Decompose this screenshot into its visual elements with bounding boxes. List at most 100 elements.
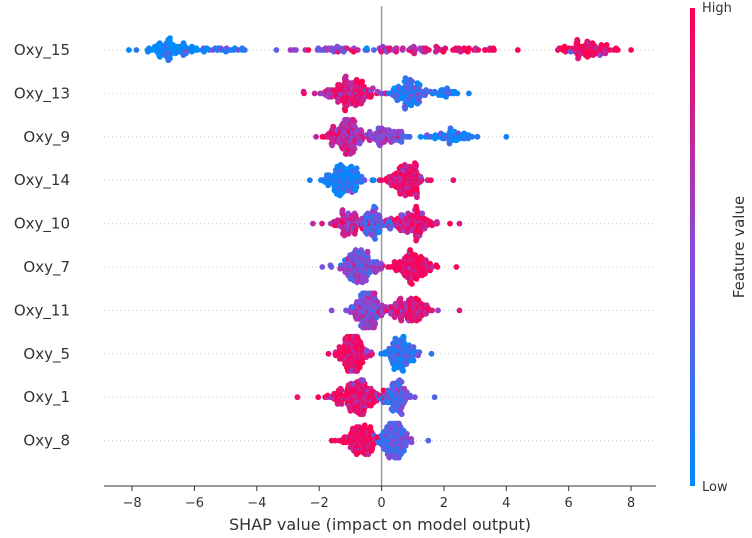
- shap-dot: [344, 116, 351, 123]
- shap-dot: [412, 394, 418, 401]
- shap-dot: [241, 47, 248, 53]
- shap-dot: [415, 352, 421, 359]
- shap-dot: [374, 314, 380, 321]
- colorbar-title: Feature value: [730, 196, 748, 298]
- colorbar-high-label: High: [702, 1, 732, 16]
- shap-dot: [180, 40, 187, 47]
- shap-dot: [396, 422, 403, 429]
- shap-dot: [603, 42, 610, 48]
- shap-dot: [401, 447, 407, 454]
- shap-dot: [328, 307, 335, 314]
- feature-label: Oxy_5: [23, 345, 70, 364]
- feature-label: Oxy_1: [23, 388, 70, 407]
- shap-dot: [423, 310, 429, 317]
- shap-dot: [352, 212, 359, 219]
- x-tick-label: −8: [122, 496, 141, 511]
- shap-dot: [597, 52, 603, 58]
- shap-dot: [435, 307, 441, 314]
- dots-layer: [125, 35, 634, 461]
- shap-dot: [327, 262, 334, 269]
- x-tick-label: −2: [310, 496, 329, 511]
- shap-dot: [353, 165, 360, 172]
- shap-dot: [394, 97, 401, 104]
- colorbar-gradient: [690, 8, 695, 486]
- shap-dot: [419, 210, 426, 217]
- shap-dot: [165, 57, 172, 64]
- shap-dot: [431, 394, 438, 401]
- shap-dot: [370, 85, 376, 92]
- x-axis: −8 −6 −4 −2 0 2 4 6 8: [104, 485, 656, 511]
- row-gridlines: [104, 49, 656, 442]
- shap-dot: [456, 307, 463, 314]
- shap-dot: [456, 220, 463, 227]
- shap-dot: [399, 212, 406, 219]
- colorbar: High Low Feature value: [690, 1, 748, 495]
- shap-dot: [433, 262, 440, 269]
- shap-dot: [400, 333, 407, 340]
- shap-dot: [412, 160, 418, 167]
- shap-dot: [358, 127, 364, 133]
- shap-dot: [319, 264, 326, 270]
- feature-label: Oxy_7: [23, 258, 70, 277]
- shap-dot: [475, 47, 482, 53]
- shap-dot: [306, 177, 313, 184]
- shap-dot: [354, 335, 361, 342]
- x-tick-label: −6: [185, 496, 204, 511]
- feature-label: Oxy_9: [23, 128, 70, 147]
- shap-dot: [371, 47, 377, 53]
- shap-dot: [360, 377, 366, 384]
- shap-dot: [404, 430, 410, 437]
- shap-dot: [313, 133, 319, 140]
- shap-dot: [398, 317, 405, 324]
- shap-dot: [408, 102, 415, 109]
- x-tick-label: 0: [377, 496, 385, 511]
- shap-dot: [413, 237, 419, 244]
- shap-dot: [348, 163, 355, 170]
- shap-dot: [432, 48, 439, 55]
- shap-dot: [311, 90, 318, 97]
- shap-dot: [330, 123, 337, 130]
- shap-dot: [371, 324, 377, 331]
- shap-dot: [376, 229, 383, 236]
- shap-dot: [350, 149, 356, 156]
- x-axis-title: SHAP value (impact on model output): [229, 515, 531, 534]
- shap-dot: [183, 48, 190, 55]
- shap-dot: [125, 47, 132, 53]
- x-tick-label: 6: [565, 496, 573, 511]
- shap-dot: [434, 219, 440, 225]
- shap-dot: [392, 300, 399, 307]
- shap-dot: [337, 385, 344, 392]
- shap-dot: [401, 340, 408, 347]
- shap-dot: [474, 133, 481, 140]
- shap-dot: [345, 230, 352, 237]
- shap-dot: [343, 45, 350, 52]
- shap-dot: [386, 399, 392, 406]
- shap-dot: [409, 281, 415, 287]
- shap-dot: [342, 107, 349, 114]
- shap-dot: [329, 142, 335, 149]
- shap-dot: [339, 207, 346, 213]
- shap-dot: [402, 105, 408, 112]
- shap-dot: [614, 47, 621, 53]
- shap-dot: [363, 347, 370, 354]
- shap-dot: [402, 75, 409, 81]
- shap-dot: [293, 47, 299, 53]
- shap-dot: [357, 139, 364, 145]
- shap-dot: [514, 47, 521, 53]
- shap-dot: [367, 427, 374, 434]
- shap-dot: [167, 35, 173, 41]
- feature-label: Oxy_10: [14, 215, 70, 234]
- shap-dot: [397, 295, 404, 302]
- shap-dot: [440, 48, 447, 55]
- shap-dot: [575, 55, 581, 62]
- shap-dot: [273, 47, 280, 53]
- shap-dot: [342, 73, 349, 80]
- shap-dot: [410, 357, 417, 364]
- shap-dot: [413, 203, 420, 210]
- shap-dot: [326, 180, 332, 187]
- feature-label: Oxy_13: [14, 84, 70, 103]
- shap-dot: [503, 133, 510, 140]
- shap-dot: [378, 265, 384, 272]
- shap-dot: [367, 352, 374, 359]
- shap-dot: [400, 45, 406, 52]
